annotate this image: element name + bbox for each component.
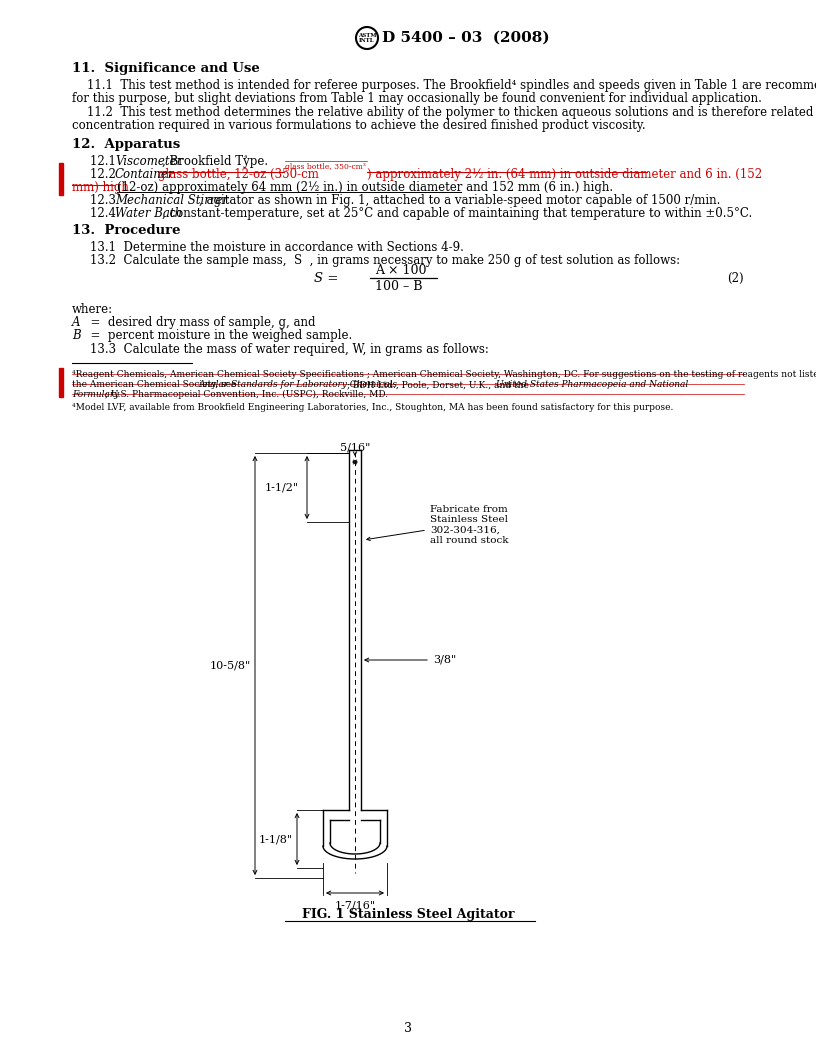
Text: Formulary: Formulary bbox=[72, 390, 119, 399]
Text: =  percent moisture in the weighed sample.: = percent moisture in the weighed sample… bbox=[83, 329, 353, 342]
Text: ) approximately 2½ in. (64 mm) in outside diameter and 6 in. (152: ) approximately 2½ in. (64 mm) in outsid… bbox=[367, 168, 762, 181]
Text: 13.  Procedure: 13. Procedure bbox=[72, 224, 180, 237]
Text: where:: where: bbox=[72, 303, 113, 316]
Text: Fabricate from
Stainless Steel
302-304-316,
all round stock: Fabricate from Stainless Steel 302-304-3… bbox=[430, 505, 508, 545]
Text: A × 100: A × 100 bbox=[375, 264, 427, 277]
Text: , agitator as shown in Fig. 1, attached to a variable-speed motor capable of 150: , agitator as shown in Fig. 1, attached … bbox=[199, 194, 721, 207]
Text: 1-1/8": 1-1/8" bbox=[259, 834, 293, 844]
Text: for this purpose, but slight deviations from Table 1 may occasionally be found c: for this purpose, but slight deviations … bbox=[72, 92, 762, 105]
Text: glass bottle, 350-cm³: glass bottle, 350-cm³ bbox=[286, 163, 366, 171]
Text: Mechanical Stirrer: Mechanical Stirrer bbox=[115, 194, 228, 207]
Text: Water Bath: Water Bath bbox=[115, 207, 182, 220]
Text: 12.  Apparatus: 12. Apparatus bbox=[72, 138, 180, 151]
Text: concentration required in various formulations to achieve the desired finished p: concentration required in various formul… bbox=[72, 119, 645, 132]
Text: ⁴Model LVF, available from Brookfield Engineering Laboratories, Inc., Stoughton,: ⁴Model LVF, available from Brookfield En… bbox=[72, 403, 673, 412]
Text: 5/16": 5/16" bbox=[339, 444, 370, 453]
Text: ; BDH Ltd., Poole, Dorset, U.K., and the: ; BDH Ltd., Poole, Dorset, U.K., and the bbox=[347, 380, 532, 389]
Text: 1-1/2": 1-1/2" bbox=[265, 482, 299, 492]
Text: Container: Container bbox=[115, 168, 175, 181]
Text: 13.2  Calculate the sample mass,  S  , in grams necessary to make 250 g of test : 13.2 Calculate the sample mass, S , in g… bbox=[90, 254, 680, 267]
Bar bbox=[59, 163, 63, 195]
Text: , Brookfield Type.: , Brookfield Type. bbox=[162, 155, 268, 168]
Text: S =: S = bbox=[313, 271, 338, 284]
Text: 11.1  This test method is intended for referee purposes. The Brookfield⁴ spindle: 11.1 This test method is intended for re… bbox=[72, 79, 816, 92]
Text: FIG. 1 Stainless Steel Agitator: FIG. 1 Stainless Steel Agitator bbox=[302, 908, 514, 921]
Text: 12.2: 12.2 bbox=[90, 168, 123, 181]
Text: 1-7/16": 1-7/16" bbox=[335, 901, 375, 911]
Text: , constant-temperature, set at 25°C and capable of maintaining that temperature : , constant-temperature, set at 25°C and … bbox=[162, 207, 752, 220]
Text: 12.4: 12.4 bbox=[90, 207, 123, 220]
Text: (12-oz) approximately 64 mm (2½ in.) in outside diameter and 152 mm (6 in.) high: (12-oz) approximately 64 mm (2½ in.) in … bbox=[118, 181, 614, 194]
Text: ⁴Reagent Chemicals, American Chemical Society Specifications ; American Chemical: ⁴Reagent Chemicals, American Chemical So… bbox=[72, 370, 816, 379]
Text: 12.1: 12.1 bbox=[90, 155, 123, 168]
Text: (2): (2) bbox=[727, 271, 744, 284]
Text: 12.3: 12.3 bbox=[90, 194, 123, 207]
Text: 11.2  This test method determines the relative ability of the polymer to thicken: 11.2 This test method determines the rel… bbox=[72, 106, 816, 119]
Text: Viscometer: Viscometer bbox=[115, 155, 182, 168]
Text: ⁴: ⁴ bbox=[244, 155, 247, 163]
Bar bbox=[59, 367, 63, 397]
Text: 13.3  Calculate the mass of water required, W, in grams as follows:: 13.3 Calculate the mass of water require… bbox=[90, 343, 489, 356]
Text: ; U.S. Pharmacopeial Convention, Inc. (USPC), Rockville, MD.: ; U.S. Pharmacopeial Convention, Inc. (U… bbox=[104, 390, 388, 399]
Text: 11.  Significance and Use: 11. Significance and Use bbox=[72, 62, 259, 75]
Text: glass bottle, 12-oz (350-cm: glass bottle, 12-oz (350-cm bbox=[158, 168, 319, 181]
Text: B: B bbox=[72, 329, 81, 342]
Text: Analar Standards for Laboratory Chemicals: Analar Standards for Laboratory Chemical… bbox=[199, 380, 397, 389]
Text: 10-5/8": 10-5/8" bbox=[210, 660, 251, 670]
Text: the American Chemical Society, see: the American Chemical Society, see bbox=[72, 380, 239, 389]
Text: 13.1  Determine the moisture in accordance with Sections 4-9.: 13.1 Determine the moisture in accordanc… bbox=[90, 241, 463, 254]
Text: A: A bbox=[72, 316, 81, 329]
Text: United States Pharmacopeia and National: United States Pharmacopeia and National bbox=[495, 380, 688, 389]
Text: 3: 3 bbox=[404, 1022, 412, 1035]
Text: 3/8": 3/8" bbox=[433, 655, 456, 665]
Text: 100 – B: 100 – B bbox=[375, 280, 423, 293]
Text: D 5400 – 03  (2008): D 5400 – 03 (2008) bbox=[382, 31, 550, 45]
Text: ASTM
INTL: ASTM INTL bbox=[357, 33, 376, 43]
Text: mm) high.: mm) high. bbox=[72, 181, 133, 194]
Text: =  desired dry mass of sample, g, and: = desired dry mass of sample, g, and bbox=[83, 316, 316, 329]
